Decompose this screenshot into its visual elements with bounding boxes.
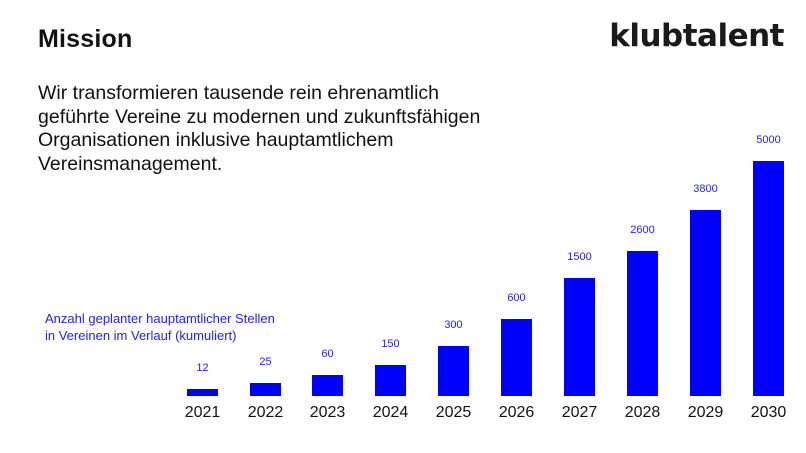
year-label-2026: 2026 bbox=[498, 404, 535, 421]
year-label-2021: 2021 bbox=[184, 404, 221, 421]
caption-line: in Vereinen im Verlauf (kumuliert) bbox=[45, 328, 237, 343]
value-label-2026: 600 bbox=[507, 292, 526, 304]
value-label-2030: 5000 bbox=[756, 134, 781, 146]
value-label-2024: 150 bbox=[381, 338, 400, 350]
year-label-2030: 2030 bbox=[750, 404, 787, 421]
bar-2023 bbox=[312, 375, 343, 396]
value-label-2021: 12 bbox=[196, 362, 209, 374]
value-label-2029: 3800 bbox=[693, 183, 718, 195]
bar-2028 bbox=[627, 251, 658, 396]
klubtalent-logo: klubtalent bbox=[609, 18, 784, 54]
page-title: Mission bbox=[38, 25, 133, 53]
mission-statement: Wir transformieren tausende rein ehrenam… bbox=[38, 82, 518, 176]
year-label-2027: 2027 bbox=[561, 404, 598, 421]
value-label-2025: 300 bbox=[444, 319, 463, 331]
year-label-2028: 2028 bbox=[624, 404, 661, 421]
mission-line: geführte Vereine zu modernen und zukunft… bbox=[38, 105, 481, 128]
year-label-2023: 2023 bbox=[309, 404, 346, 421]
year-label-2029: 2029 bbox=[687, 404, 724, 421]
caption-line: Anzahl geplanter hauptamtlicher Stellen bbox=[45, 311, 275, 326]
bar-2024 bbox=[375, 365, 406, 396]
bar-2030 bbox=[753, 161, 784, 396]
year-label-2022: 2022 bbox=[247, 404, 284, 421]
mission-line: Wir transformieren tausende rein ehrenam… bbox=[38, 82, 440, 104]
bar-2025 bbox=[438, 346, 469, 396]
value-label-2023: 60 bbox=[321, 348, 334, 360]
mission-line: Vereinsmanagement. bbox=[38, 152, 223, 175]
bar-2026 bbox=[501, 319, 532, 396]
chart-caption: Anzahl geplanter hauptamtlicher Stellen … bbox=[45, 310, 275, 344]
bar-2029 bbox=[690, 210, 721, 396]
bar-2027 bbox=[564, 278, 595, 396]
bar-2022 bbox=[250, 383, 281, 396]
value-label-2022: 25 bbox=[259, 356, 272, 368]
year-label-2025: 2025 bbox=[435, 404, 472, 421]
mission-line: Organisationen inklusive hauptamtlichem bbox=[38, 129, 394, 151]
value-label-2027: 1500 bbox=[567, 251, 592, 263]
value-label-2028: 2600 bbox=[630, 224, 655, 236]
bar-2021 bbox=[187, 389, 218, 396]
year-label-2024: 2024 bbox=[372, 404, 409, 421]
